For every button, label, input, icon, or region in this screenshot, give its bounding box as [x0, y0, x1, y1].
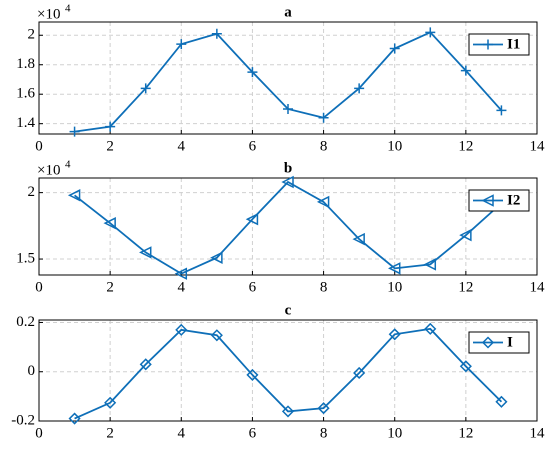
marker	[425, 27, 436, 38]
marker	[67, 189, 81, 202]
y-tick-label: 0.2	[16, 314, 35, 330]
legend-label: I2	[507, 192, 520, 208]
legend-label: I	[507, 334, 513, 350]
marker	[139, 358, 152, 371]
legend-label: I1	[507, 36, 520, 52]
marker	[245, 212, 259, 226]
legend-marker	[483, 39, 493, 50]
marker	[103, 216, 116, 230]
y-tick-label: 0	[28, 363, 36, 379]
marker	[423, 258, 437, 271]
x-tick-label: 0	[35, 279, 43, 295]
marker	[316, 195, 330, 209]
exponent-power: 4	[65, 3, 71, 15]
x-tick-label: 14	[530, 425, 546, 441]
marker	[459, 228, 472, 242]
marker	[139, 246, 152, 259]
marker	[176, 39, 187, 50]
exponent-power: 4	[65, 159, 71, 171]
subplot-title: c	[285, 302, 292, 318]
y-tick-label: 1.8	[16, 56, 35, 72]
axes-frame	[38, 319, 538, 422]
marker	[281, 405, 295, 418]
x-tick-label: 8	[320, 138, 328, 154]
x-tick-label: 12	[458, 425, 473, 441]
legend-marker	[481, 336, 495, 349]
x-tick-label: 10	[387, 425, 402, 441]
marker	[353, 366, 366, 380]
marker	[388, 262, 401, 275]
y-tick-label: 2	[28, 27, 36, 43]
x-tick-label: 2	[106, 425, 114, 441]
marker	[140, 83, 151, 94]
x-tick-label: 12	[458, 138, 473, 154]
series-line	[74, 31, 503, 133]
legend-marker	[481, 194, 494, 207]
marker	[210, 329, 223, 342]
marker	[354, 83, 365, 94]
marker	[69, 126, 80, 137]
subplot-title: b	[284, 160, 292, 176]
series-line	[74, 180, 503, 275]
marker	[352, 232, 365, 246]
marker	[281, 175, 294, 189]
marker	[210, 251, 223, 264]
y-tick-label: 1.4	[16, 115, 35, 131]
exponent-base: ×10	[37, 6, 60, 22]
x-tick-label: 0	[35, 138, 43, 154]
marker	[283, 103, 293, 114]
marker	[247, 67, 258, 78]
x-tick-label: 4	[178, 279, 186, 295]
x-tick-label: 10	[387, 279, 402, 295]
x-tick-label: 12	[458, 279, 473, 295]
x-tick-label: 14	[530, 279, 546, 295]
axes-frame	[38, 177, 538, 276]
y-tick-label: 2	[28, 184, 36, 200]
marker	[317, 402, 330, 415]
x-tick-label: 0	[35, 425, 43, 441]
marker	[495, 395, 508, 408]
marker	[424, 322, 437, 335]
marker	[68, 412, 81, 425]
x-tick-label: 10	[387, 138, 402, 154]
marker	[104, 396, 117, 409]
marker	[318, 112, 329, 123]
marker	[105, 121, 116, 132]
y-tick-label: -0.2	[11, 412, 35, 428]
y-tick-label: 1.6	[16, 86, 35, 102]
exponent-base: ×10	[37, 162, 60, 178]
x-tick-label: 8	[320, 279, 328, 295]
marker	[175, 323, 188, 336]
marker	[459, 360, 472, 373]
marker	[174, 267, 188, 280]
marker	[460, 65, 471, 76]
x-tick-label: 6	[249, 425, 257, 441]
marker	[496, 105, 507, 116]
x-tick-label: 6	[249, 138, 257, 154]
x-tick-label: 6	[249, 279, 257, 295]
marker	[389, 43, 400, 54]
x-tick-label: 4	[178, 138, 186, 154]
x-tick-label: 4	[178, 425, 186, 441]
series-line	[74, 327, 503, 420]
marker	[211, 28, 222, 39]
x-tick-label: 2	[106, 279, 114, 295]
marker	[388, 328, 401, 341]
x-tick-label: 2	[106, 138, 114, 154]
axes-frame	[38, 21, 538, 135]
subplot-title: a	[284, 4, 292, 20]
marker	[246, 368, 259, 381]
y-tick-label: 1.5	[16, 250, 35, 266]
x-tick-label: 8	[320, 425, 328, 441]
x-tick-label: 14	[530, 138, 546, 154]
